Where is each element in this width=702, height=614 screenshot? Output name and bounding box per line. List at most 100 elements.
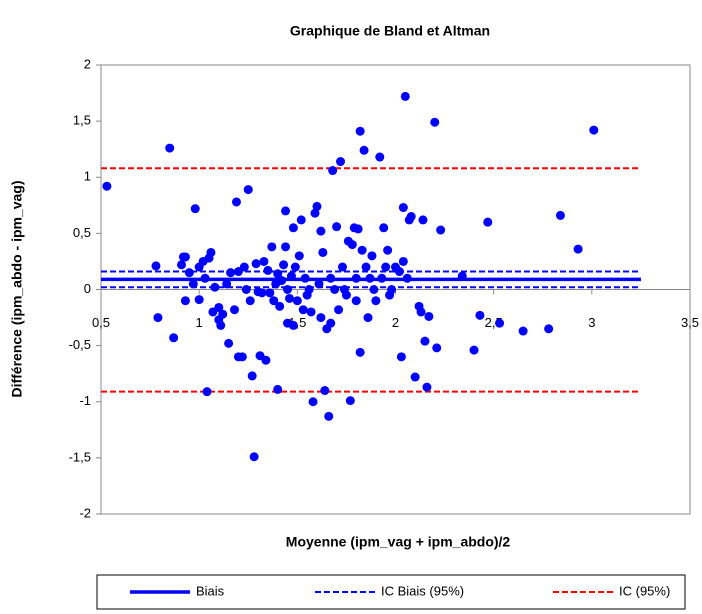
point [356,348,365,357]
point [360,146,369,155]
point [295,251,304,260]
point [151,261,160,270]
point [281,206,290,215]
point [275,302,284,311]
point [181,252,190,261]
point [397,352,406,361]
point [185,268,194,277]
point [318,248,327,257]
point [334,305,343,314]
point [206,248,215,257]
point [242,285,251,294]
chart-title: Graphique de Bland et Altman [290,23,490,39]
point [201,274,210,283]
point [169,333,178,342]
point [544,324,553,333]
point [265,288,274,297]
point [330,285,339,294]
point [263,266,272,275]
point [218,310,227,319]
point [279,260,288,269]
point [519,327,528,336]
point [348,240,357,249]
point [307,307,316,316]
point [289,223,298,232]
point [312,202,321,211]
point [316,227,325,236]
point [244,185,253,194]
point [285,294,294,303]
point [354,224,363,233]
point [381,263,390,272]
y-tick-label: 0 [84,281,91,296]
point [403,274,412,283]
point [283,285,292,294]
point [230,305,239,314]
point [387,285,396,294]
point [291,263,300,272]
x-tick-label: 3,5 [681,315,699,330]
point [216,321,225,330]
point [352,296,361,305]
point [301,274,310,283]
point [238,352,247,361]
point [250,452,259,461]
point [346,396,355,405]
y-tick-label: -1 [79,393,91,408]
point [316,313,325,322]
point [189,279,198,288]
y-tick-label: 2 [84,56,91,71]
point [305,285,314,294]
point [320,386,329,395]
x-tick-label: 3 [588,315,595,330]
point [273,385,282,394]
point [411,373,420,382]
point [203,387,212,396]
legend-label: IC Biais (95%) [381,583,464,598]
point [309,397,318,406]
point [358,246,367,255]
point [475,311,484,320]
point [195,295,204,304]
point [281,242,290,251]
point [332,222,341,231]
point [328,166,337,175]
y-tick-label: 0,5 [73,225,91,240]
point [246,296,255,305]
point [336,157,345,166]
point [399,257,408,266]
y-axis-title: Différence (ipm_abdo - ipm_vag) [9,180,25,397]
chart: Graphique de Bland et Altman Moyenne (ip… [0,0,702,614]
point [364,313,373,322]
point [436,226,445,235]
point [299,305,308,314]
point [432,343,441,352]
point [430,118,439,127]
point [362,263,371,272]
point [556,211,565,220]
point [259,257,268,266]
point [375,153,384,162]
point [165,144,174,153]
point [352,274,361,283]
point [383,246,392,255]
point [326,319,335,328]
point [210,283,219,292]
point [232,197,241,206]
point [222,279,231,288]
x-tick-label: 1 [196,315,203,330]
point [495,319,504,328]
point [399,203,408,212]
point [470,346,479,355]
point [356,127,365,136]
point [422,383,431,392]
point [287,272,296,281]
point [314,279,323,288]
point [424,312,433,321]
point [418,215,427,224]
point [395,267,404,276]
y-tick-label: 1 [84,169,91,184]
point [293,296,302,305]
y-tick-label: -0,5 [69,337,91,352]
point [297,215,306,224]
